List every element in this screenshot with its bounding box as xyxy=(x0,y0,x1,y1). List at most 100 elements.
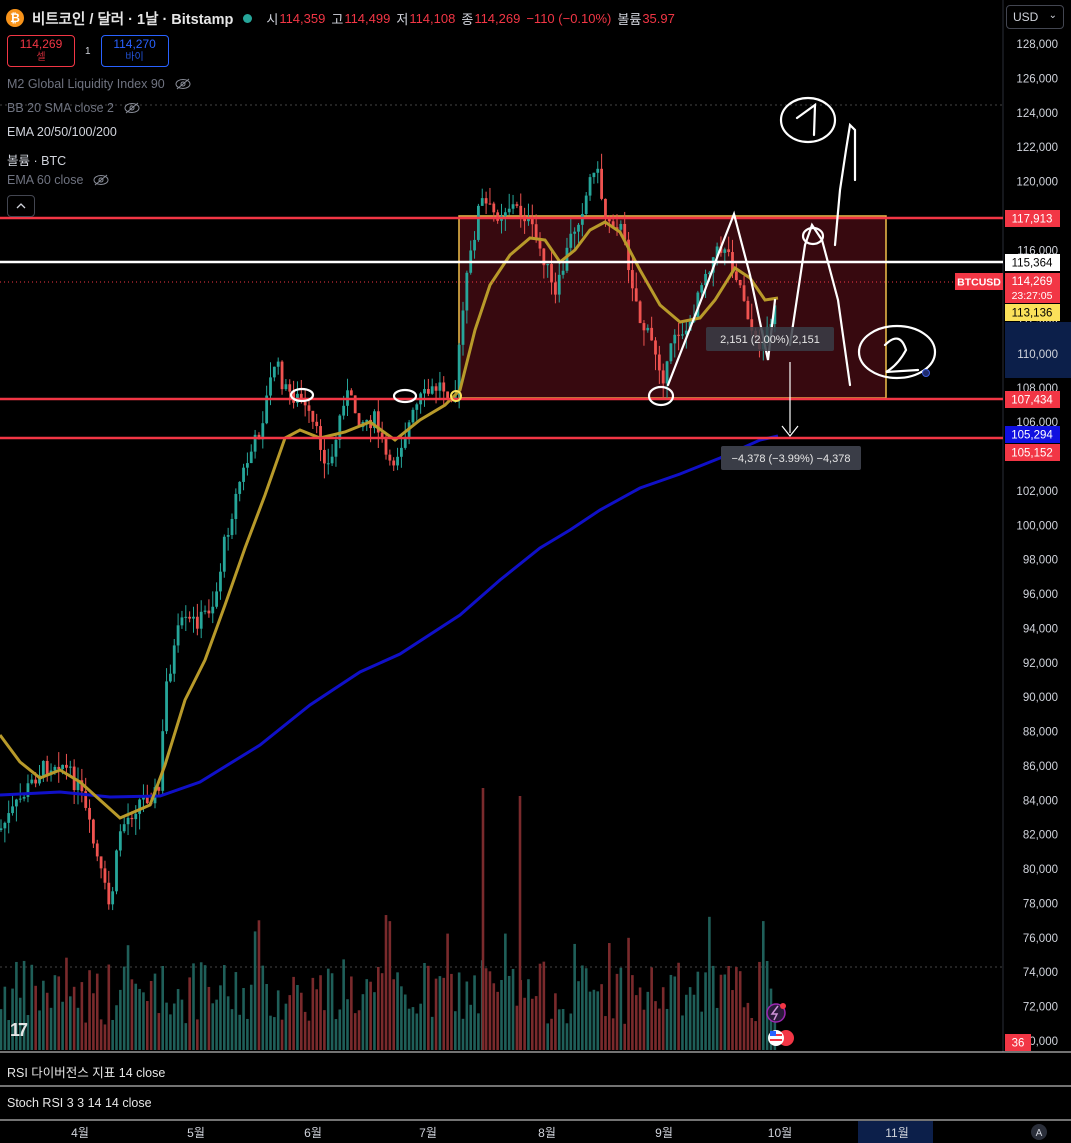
volume-bar xyxy=(454,1011,457,1050)
volume-bar xyxy=(411,1007,415,1050)
price-tick: 70,000 xyxy=(1023,1036,1058,1048)
volume-bar xyxy=(161,966,164,1050)
indicator-volume[interactable]: 볼륨 · BTC xyxy=(7,150,66,169)
candle-body xyxy=(315,421,319,427)
candle-body xyxy=(215,591,218,607)
candle-body xyxy=(230,518,234,536)
auto-scale-button[interactable]: A xyxy=(1031,1124,1047,1140)
volume-bar xyxy=(176,989,180,1050)
candlesticks xyxy=(0,153,777,911)
indicator-label: EMA 20/50/100/200 xyxy=(7,125,117,139)
symbol-header[interactable]: ₿ 비트코인 / 달러 · 1날 · Bitstamp 시 114,359 고 11… xyxy=(6,8,675,28)
volume-bar xyxy=(596,991,600,1050)
volume-bar xyxy=(746,1002,750,1050)
volume-bar xyxy=(203,965,207,1050)
range-rectangle[interactable] xyxy=(458,215,887,399)
collapse-legend-button[interactable] xyxy=(7,195,35,217)
month-label-nov: 11월 xyxy=(885,1126,909,1140)
us-flag-event-icon[interactable] xyxy=(768,1030,794,1046)
volume-bar xyxy=(84,1022,87,1050)
volume-bar xyxy=(527,979,530,1050)
indicator-bb[interactable]: BB 20 SMA close 2 xyxy=(7,101,140,115)
candle-body xyxy=(26,783,30,797)
price-tick: 90,000 xyxy=(1023,692,1058,704)
volume-bar xyxy=(450,973,453,1050)
rsi-pane-label[interactable]: RSI 다이버전스 지표 14 close xyxy=(7,1066,166,1080)
volume-bar xyxy=(169,1014,172,1050)
candle-body xyxy=(577,224,580,232)
market-status-icon[interactable] xyxy=(243,13,253,23)
volume-bar xyxy=(384,915,388,1050)
candle-body xyxy=(22,796,26,799)
candle-body xyxy=(484,198,488,204)
candle-body xyxy=(203,610,207,612)
candle-body xyxy=(303,401,307,406)
volume-bar xyxy=(615,973,619,1050)
volume-bar xyxy=(296,985,299,1050)
time-axis[interactable]: 4월 5월 6월 7월 8월 9월 10월 11월 xyxy=(71,1126,909,1140)
price-tick: 72,000 xyxy=(1023,1002,1058,1014)
candle-body xyxy=(103,868,107,883)
candle-body xyxy=(111,891,115,905)
volume-bar xyxy=(207,986,211,1050)
volume-bar xyxy=(215,999,218,1050)
currency-select[interactable]: USD ⌄ xyxy=(1006,5,1064,29)
volume-bar xyxy=(504,933,507,1050)
candle-body xyxy=(465,272,469,311)
candle-body xyxy=(7,813,11,823)
svg-text:114,269: 114,269 xyxy=(1012,276,1053,288)
candle-body xyxy=(11,806,14,814)
eye-hidden-icon[interactable] xyxy=(124,102,140,114)
candle-body xyxy=(446,391,449,399)
volume-bar xyxy=(654,1001,657,1050)
volume-bar xyxy=(685,994,688,1050)
close-value: 114,269 xyxy=(474,10,521,26)
candle-body xyxy=(57,766,61,770)
sell-button[interactable]: 114,269 셀 xyxy=(7,35,75,67)
candle-body xyxy=(700,285,704,293)
candle-body xyxy=(118,831,122,851)
volume-label: 볼륨 xyxy=(617,11,642,27)
eye-hidden-icon[interactable] xyxy=(93,174,109,186)
volume-bar xyxy=(288,995,292,1050)
volume-bar xyxy=(265,984,268,1050)
volume-bar xyxy=(122,966,126,1050)
candle-body xyxy=(280,361,284,390)
candle-body xyxy=(403,438,407,448)
candle-body xyxy=(84,791,88,808)
event-lightning-icon[interactable] xyxy=(766,1003,786,1023)
symbol-title[interactable]: 비트코인 / 달러 · 1날 · Bitstamp xyxy=(32,11,234,28)
volume-bar xyxy=(184,1023,188,1050)
tradingview-logo[interactable]: 17 xyxy=(10,1020,28,1040)
freehand-drawings[interactable] xyxy=(289,96,937,407)
price-tick: 86,000 xyxy=(1023,761,1058,773)
candle-body xyxy=(18,798,22,800)
volume-bar xyxy=(165,1002,168,1050)
stoch-rsi-pane-label[interactable]: Stoch RSI 3 3 14 14 close xyxy=(7,1096,152,1110)
svg-text:23:27:05: 23:27:05 xyxy=(1012,290,1053,302)
candle-body xyxy=(211,606,215,614)
volume-bar xyxy=(369,981,372,1050)
candle-body xyxy=(30,779,34,784)
volume-bar xyxy=(149,981,153,1050)
volume-bar xyxy=(76,1007,80,1050)
drawing-anchor-handle[interactable] xyxy=(922,369,930,377)
volume-bar-spike xyxy=(481,788,485,1050)
measure-label-upper: 2,151 (2.00%) 2,151 xyxy=(706,327,834,351)
eye-hidden-icon[interactable] xyxy=(175,78,191,90)
candle-body xyxy=(284,384,288,390)
volume-bar xyxy=(419,1003,422,1050)
price-badge-115364: 115,364 xyxy=(1005,254,1060,271)
volume-bar xyxy=(7,1020,10,1050)
candle-body xyxy=(503,212,507,217)
candle-body xyxy=(45,760,49,775)
volume-bar xyxy=(95,973,99,1050)
candle-body xyxy=(142,796,145,800)
indicator-ema60[interactable]: EMA 60 close xyxy=(7,173,109,187)
buy-button[interactable]: 114,270 바이 xyxy=(100,35,169,67)
svg-text:117,913: 117,913 xyxy=(1012,214,1053,226)
volume-bar xyxy=(142,992,145,1050)
indicator-ema[interactable]: EMA 20/50/100/200 xyxy=(7,125,117,139)
indicator-m2-liquidity[interactable]: M2 Global Liquidity Index 90 xyxy=(7,77,191,91)
